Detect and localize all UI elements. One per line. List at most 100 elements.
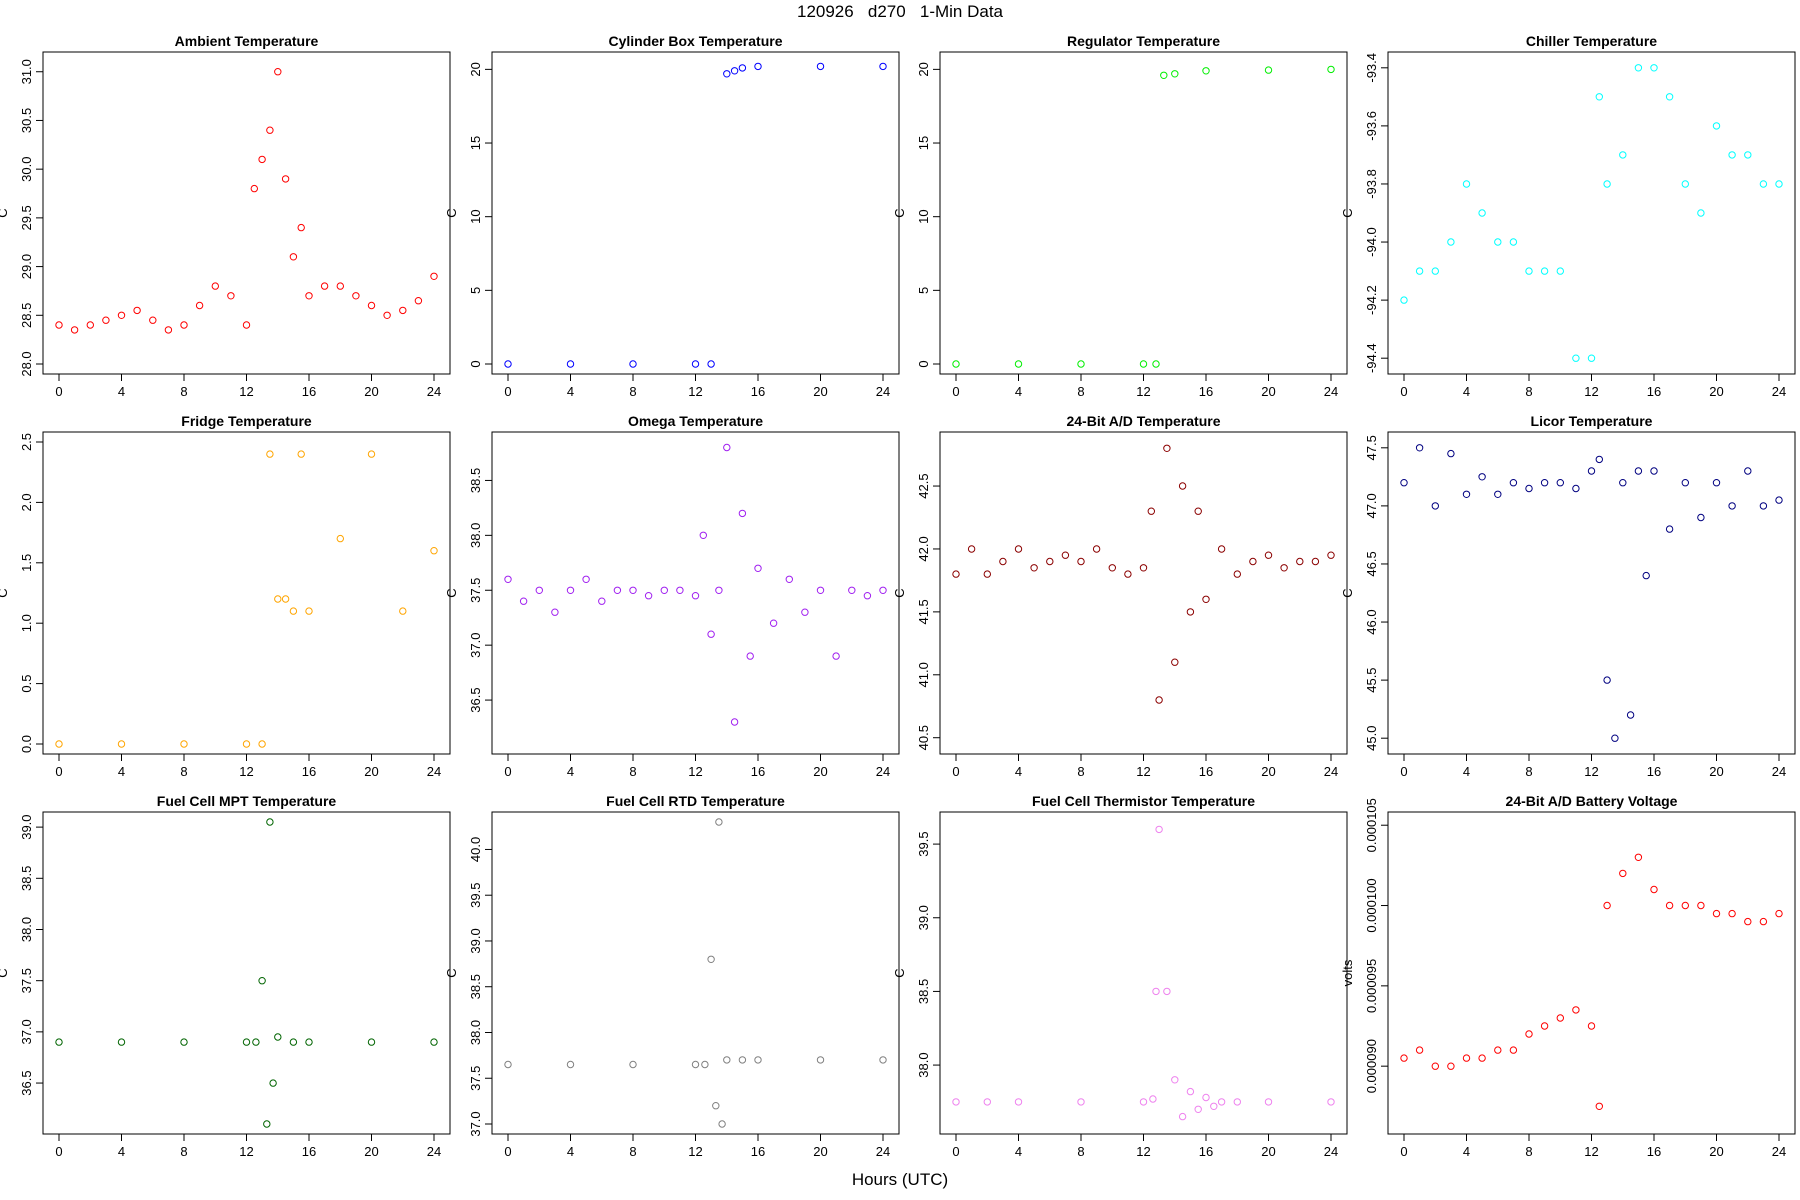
data-point <box>1728 151 1736 159</box>
data-point <box>367 450 376 458</box>
y-tick-label: -94.2 <box>1364 285 1379 315</box>
x-tick-label: 24 <box>1772 764 1786 779</box>
y-tick-label: 0.5 <box>19 675 34 693</box>
panel-title: Fridge Temperature <box>181 413 312 429</box>
data-point <box>305 607 313 615</box>
data-point <box>1447 449 1455 458</box>
x-tick-label: 0 <box>952 1144 959 1159</box>
panel-title: Fuel Cell MPT Temperature <box>157 793 337 809</box>
data-point <box>1194 1105 1202 1114</box>
x-tick-label: 12 <box>239 384 253 399</box>
y-axis-label: C <box>892 968 907 977</box>
x-tick-label: 8 <box>629 1144 636 1159</box>
x-tick-label: 16 <box>751 384 765 399</box>
data-point <box>1217 545 1226 553</box>
data-point <box>1728 909 1736 918</box>
data-point <box>629 586 637 594</box>
x-tick-label: 20 <box>1261 384 1275 399</box>
panel-24-bit-a-d-battery-voltage: 24-Bit A/D Battery Voltage 0 4 8 12 16 20 24 0.0… <box>1340 793 1796 1159</box>
data-point <box>297 223 305 232</box>
data-point <box>211 282 220 290</box>
data-point <box>1603 180 1611 188</box>
data-point <box>1540 479 1549 487</box>
x-tick-label: 4 <box>567 764 574 779</box>
data-point <box>414 297 423 305</box>
y-axis-label: volts <box>1340 959 1355 986</box>
x-tick-label: 16 <box>751 1144 765 1159</box>
y-tick-label: 38.0 <box>468 1020 483 1045</box>
data-point <box>1147 507 1156 515</box>
data-point <box>718 1120 726 1128</box>
data-point <box>1759 180 1768 188</box>
data-point <box>180 321 188 329</box>
data-point <box>660 586 668 594</box>
plot-frame <box>1387 51 1796 375</box>
y-tick-label: 42.0 <box>916 536 931 561</box>
y-tick-label: 46.0 <box>1364 609 1379 634</box>
x-tick-label: 8 <box>629 764 636 779</box>
data-point <box>55 740 63 748</box>
plot-frame <box>939 51 1348 375</box>
data-point <box>1665 901 1674 910</box>
x-tick-label: 0 <box>504 1144 511 1159</box>
data-point <box>430 1038 438 1046</box>
x-tick-label: 20 <box>1261 1144 1275 1159</box>
data-point <box>1462 180 1471 188</box>
y-axis-label: C <box>1340 208 1355 217</box>
data-point <box>644 592 653 600</box>
data-point <box>983 1098 991 1106</box>
data-point <box>1139 1098 1148 1106</box>
data-point <box>1556 479 1565 487</box>
data-point <box>1462 1054 1471 1062</box>
data-point <box>1171 1076 1179 1084</box>
y-tick-label: 0.000100 <box>1364 878 1379 932</box>
data-point <box>180 740 188 748</box>
x-tick-label: 16 <box>1199 384 1213 399</box>
data-point <box>1556 267 1565 275</box>
data-point <box>730 67 739 75</box>
data-point <box>258 155 266 164</box>
data-point <box>551 608 559 616</box>
y-tick-label: 20 <box>468 62 483 76</box>
data-point <box>1650 64 1658 72</box>
data-point <box>504 360 512 368</box>
y-tick-label: 29.0 <box>19 254 34 279</box>
data-point <box>1077 557 1085 566</box>
x-tick-label: 20 <box>813 764 827 779</box>
x-tick-label: 20 <box>1709 384 1723 399</box>
x-tick-label: 20 <box>813 384 827 399</box>
data-point <box>566 586 575 594</box>
data-point <box>1595 455 1604 464</box>
data-point <box>629 360 637 368</box>
data-point <box>1014 545 1023 553</box>
y-tick-label: 47.5 <box>1364 435 1379 460</box>
data-point <box>1186 1087 1195 1096</box>
x-tick-label: 12 <box>1136 764 1150 779</box>
data-point <box>1264 66 1273 74</box>
data-point <box>430 272 438 280</box>
y-tick-label: 46.5 <box>1364 551 1379 576</box>
data-point <box>699 531 707 539</box>
panel-title: 24-Bit A/D Temperature <box>1066 413 1220 429</box>
data-point <box>1642 571 1650 580</box>
figure-title: 120926 d270 1-Min Data <box>796 2 1004 21</box>
data-point <box>1665 93 1674 101</box>
y-tick-label: 0 <box>468 360 483 367</box>
y-tick-label: 45.5 <box>1364 667 1379 692</box>
data-point <box>629 1060 637 1069</box>
x-tick-label: 24 <box>1324 1144 1338 1159</box>
data-point <box>801 608 809 616</box>
data-point <box>1186 608 1195 616</box>
plot-frame <box>1387 431 1796 755</box>
x-tick-label: 4 <box>1463 764 1470 779</box>
x-tick-label: 12 <box>688 764 702 779</box>
data-point <box>1697 513 1705 522</box>
data-point <box>754 1056 762 1064</box>
data-point <box>1587 467 1596 475</box>
y-tick-label: 1.5 <box>19 554 34 572</box>
x-tick-label: 8 <box>1077 764 1084 779</box>
data-point <box>1650 467 1658 475</box>
data-point <box>1124 570 1132 578</box>
data-point <box>117 1038 126 1046</box>
